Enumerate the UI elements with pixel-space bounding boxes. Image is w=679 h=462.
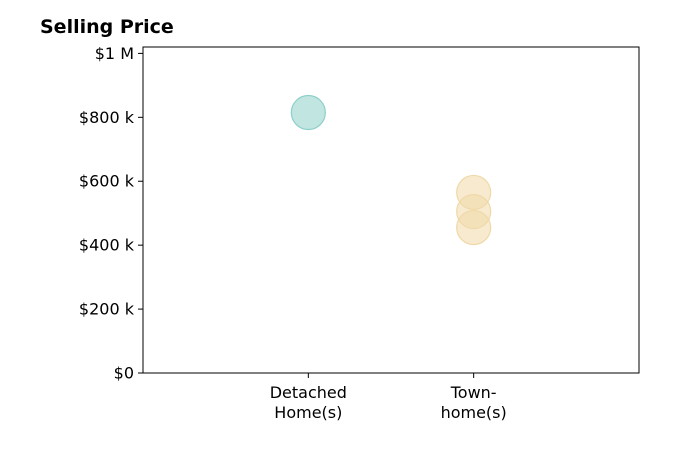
y-tick-label: $200 k	[79, 300, 135, 319]
y-tick-label: $600 k	[79, 172, 135, 191]
data-point	[456, 209, 492, 246]
x-tick-label: Town-	[450, 383, 497, 402]
x-tick-label: Home(s)	[274, 403, 342, 422]
x-tick-label: Detached	[270, 383, 347, 402]
x-tick-label: home(s)	[441, 403, 507, 422]
chart-title: Selling Price	[40, 16, 174, 38]
data-points	[290, 94, 492, 246]
y-tick-label: $1 M	[95, 44, 134, 63]
y-axis: $0 $200 k $400 k $600 k $800 k $1 M	[79, 44, 143, 383]
data-point	[290, 94, 326, 131]
y-tick-label: $400 k	[79, 236, 135, 255]
y-tick-label: $0	[114, 364, 134, 383]
plot-area	[142, 46, 640, 374]
y-tick-label: $800 k	[79, 108, 135, 127]
